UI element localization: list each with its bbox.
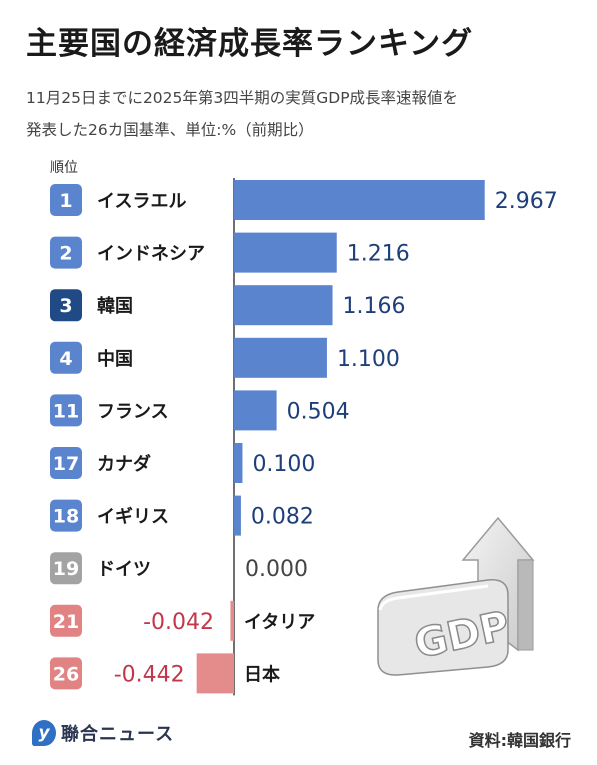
- rank-badge: [50, 289, 82, 322]
- publisher-logo: y 聯合ニュース: [32, 720, 174, 746]
- data-bar: [234, 180, 485, 220]
- country-label: 韓国: [97, 295, 133, 317]
- rank-number: 19: [53, 558, 79, 580]
- rank-column-header: 順位: [50, 160, 78, 176]
- country-label: イギリス: [97, 507, 169, 528]
- country-label: 日本: [244, 663, 280, 685]
- rank-number: 26: [53, 663, 79, 685]
- value-label: 0.504: [287, 399, 350, 424]
- value-label: -0.442: [114, 662, 185, 687]
- rank-number: 4: [59, 348, 72, 370]
- data-bar: [234, 232, 337, 273]
- rank-number: 18: [53, 506, 79, 528]
- value-label: 1.100: [337, 347, 400, 372]
- country-label: イスラエル: [97, 191, 186, 212]
- value-label: 1.216: [347, 242, 410, 267]
- rank-number: 1: [59, 190, 72, 212]
- rank-badge: [50, 236, 82, 269]
- rank-badge: [50, 447, 82, 479]
- data-bar: [234, 390, 277, 431]
- rank-number: 21: [53, 611, 79, 633]
- country-label: イタリア: [244, 612, 315, 633]
- rank-number: 3: [59, 295, 72, 317]
- rank-badge: [50, 499, 82, 532]
- data-bar: [234, 495, 241, 536]
- source-note: 資料:韓国銀行: [468, 731, 571, 750]
- country-label: カナダ: [97, 453, 151, 475]
- value-label: 1.166: [343, 294, 406, 319]
- country-label: 中国: [97, 348, 133, 370]
- data-bar: [234, 337, 327, 378]
- country-label: ドイツ: [97, 559, 151, 580]
- data-bar: [234, 285, 333, 326]
- gdp-arrow-graphic: GDP: [377, 516, 535, 676]
- publisher-logo-mark: y: [32, 720, 56, 746]
- chart-subtitle-line2: 発表した26カ国基準、単位:%（前期比）: [26, 121, 314, 139]
- country-label: インドネシア: [97, 244, 205, 265]
- publisher-name: 聯合ニュース: [61, 724, 175, 745]
- rank-badge: [50, 184, 82, 216]
- rank-number: 11: [53, 400, 79, 422]
- rank-number: 2: [59, 243, 72, 265]
- rank-number: 17: [53, 453, 79, 475]
- data-bar: [196, 653, 234, 694]
- value-label: 2.967: [495, 189, 558, 214]
- rank-badge: [50, 394, 82, 427]
- value-label: 0.082: [251, 505, 314, 530]
- rank-badge: [50, 604, 82, 637]
- data-bar: [234, 443, 243, 483]
- country-label: フランス: [97, 401, 169, 422]
- gdp-block-shape: [377, 579, 509, 676]
- chart-title: 主要国の経済成長率ランキング: [26, 26, 474, 62]
- value-label: -0.042: [143, 610, 214, 635]
- rank-badge: [50, 341, 82, 374]
- chart-subtitle-line1: 11月25日までに2025年第3四半期の実質GDP成長率速報値を: [26, 89, 459, 107]
- rank-badge: [50, 552, 82, 585]
- value-label: 0.000: [245, 557, 308, 582]
- data-bar: [230, 600, 234, 641]
- value-label: 0.100: [252, 452, 315, 477]
- rank-badge: [50, 657, 82, 690]
